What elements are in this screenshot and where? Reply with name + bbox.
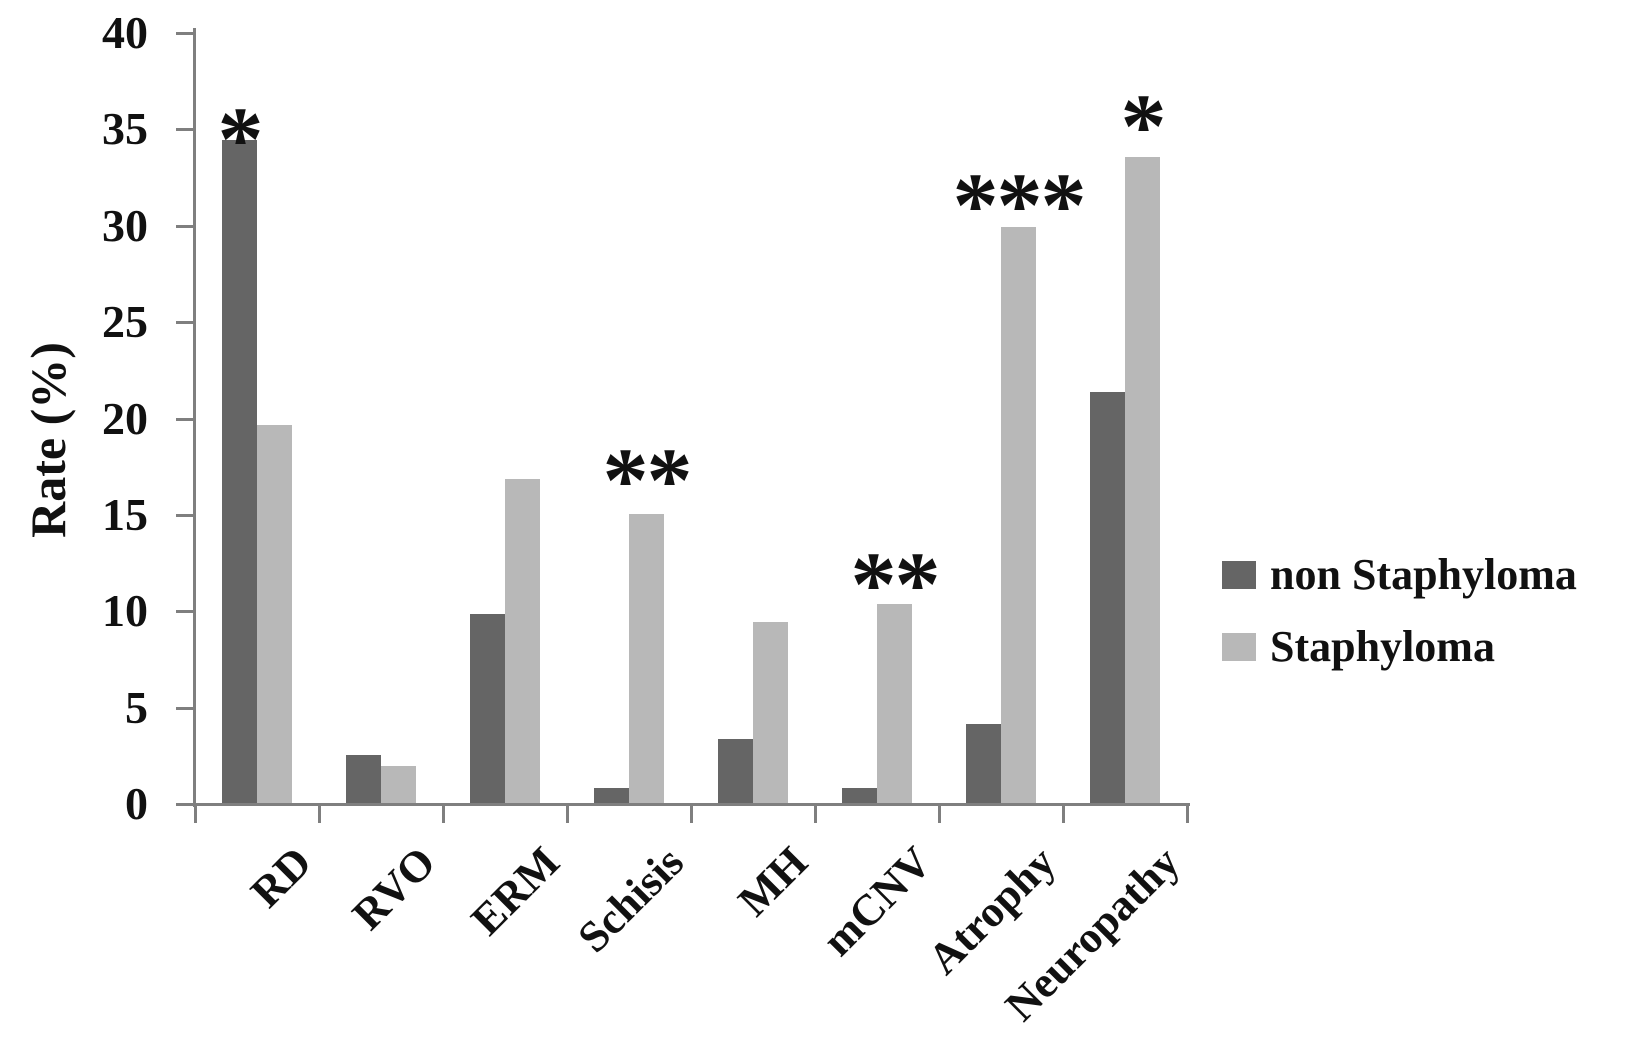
x-tick <box>318 804 321 823</box>
x-tick <box>442 804 445 823</box>
bar-neuropathy-non-staphyloma <box>1090 392 1125 803</box>
significance-marks-schisis: ** <box>602 429 693 532</box>
y-tick <box>176 321 193 325</box>
y-tick <box>176 224 193 228</box>
y-tick-label: 20 <box>102 392 148 444</box>
y-tick <box>176 32 193 35</box>
significance-marks-neuropathy: * <box>1120 74 1167 177</box>
x-tick <box>1186 804 1189 823</box>
y-tick-label: 40 <box>102 7 148 58</box>
y-tick <box>176 803 193 806</box>
y-axis-line <box>193 28 196 807</box>
x-tick <box>690 804 693 823</box>
y-tick-label: 25 <box>102 296 148 348</box>
legend-label-staphyloma: Staphyloma <box>1270 622 1495 671</box>
y-tick <box>176 417 193 421</box>
bar-rd-staphyloma <box>257 425 292 803</box>
significance-marks-rd: * <box>217 88 264 191</box>
y-tick <box>176 610 193 614</box>
bar-erm-non-staphyloma <box>470 614 505 803</box>
bar-atrophy-non-staphyloma <box>966 724 1001 803</box>
bar-schisis-non-staphyloma <box>594 788 629 803</box>
bar-rvo-non-staphyloma <box>346 755 381 803</box>
x-tick <box>814 804 817 823</box>
x-tick <box>1062 804 1065 823</box>
y-tick-label: 0 <box>125 778 148 829</box>
y-tick <box>176 128 193 132</box>
bar-rvo-staphyloma <box>381 766 416 803</box>
y-tick-label: 5 <box>125 681 148 733</box>
y-tick-label: 30 <box>102 199 148 251</box>
bar-mcnv-staphyloma <box>877 604 912 803</box>
bar-neuropathy-staphyloma <box>1125 157 1160 803</box>
x-tick <box>938 804 941 823</box>
x-tick <box>194 804 197 823</box>
y-tick <box>176 513 193 517</box>
bar-erm-staphyloma <box>505 479 540 803</box>
bar-schisis-staphyloma <box>629 514 664 803</box>
bar-mh-staphyloma <box>753 622 788 803</box>
y-tick-label: 35 <box>102 103 148 155</box>
x-tick <box>566 804 569 823</box>
significance-marks-mcnv: ** <box>850 533 941 636</box>
bar-mcnv-non-staphyloma <box>842 788 877 803</box>
y-tick <box>176 706 193 710</box>
legend-item-non-staphyloma: non Staphyloma <box>1222 552 1577 598</box>
bar-atrophy-staphyloma <box>1001 227 1036 803</box>
legend-label-non-staphyloma: non Staphyloma <box>1270 550 1577 599</box>
legend-swatch-non-staphyloma <box>1222 561 1256 589</box>
legend-item-staphyloma: Staphyloma <box>1222 624 1577 670</box>
significance-marks-atrophy: *** <box>952 153 1087 256</box>
legend: non Staphyloma Staphyloma <box>1222 552 1577 670</box>
bar-mh-non-staphyloma <box>718 739 753 803</box>
bar-rd-non-staphyloma <box>222 140 257 803</box>
y-tick-label: 15 <box>102 488 148 540</box>
legend-swatch-staphyloma <box>1222 633 1256 661</box>
y-tick-label: 10 <box>102 585 148 637</box>
